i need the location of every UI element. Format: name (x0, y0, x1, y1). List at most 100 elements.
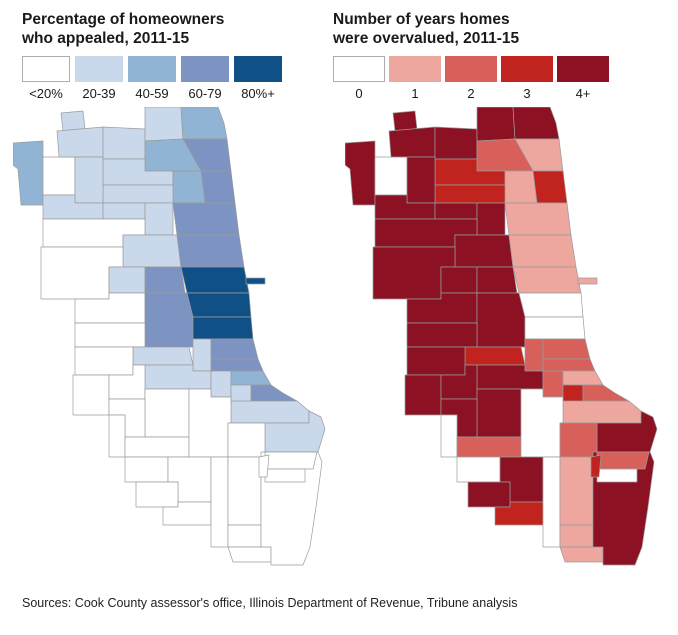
overvalued-legend-swatch-3 (501, 56, 553, 82)
region-avondale (144, 202, 174, 236)
region-portage-park (74, 156, 104, 204)
chicago-map-overvalued (345, 107, 658, 566)
overvalued-map-title: Number of years homes were overvalued, 2… (333, 10, 678, 48)
appealed-map-panel: Percentage of homeowners who appealed, 2… (0, 0, 326, 573)
region-north-center (172, 170, 206, 204)
region-near-south-side (192, 316, 254, 340)
region-near-north-side (512, 266, 582, 294)
region-west-pullman (227, 524, 262, 548)
region-albany-park (102, 184, 174, 204)
region-lincoln-park (508, 234, 577, 268)
region-north-lawndale (406, 322, 478, 348)
overvalued-title-line2: were overvalued, 2011-15 (333, 30, 520, 47)
region-ashburn (456, 456, 501, 483)
overvalued-legend-label-2: 2 (467, 86, 475, 101)
region-riverdale (227, 546, 272, 563)
appealed-legend-item-1: 20-39 (75, 56, 123, 101)
region-humboldt-park (440, 266, 478, 294)
appealed-legend-label-4: 80%+ (241, 86, 275, 101)
region-avondale (476, 202, 506, 236)
overvalued-legend-item-2: 2 (445, 56, 497, 101)
region-douglas (210, 338, 259, 360)
region-chatham (559, 422, 598, 458)
overvalued-legend-item-0: 0 (333, 56, 385, 101)
region-pilsen (132, 346, 194, 366)
region-new-city (144, 388, 190, 438)
region-woodlawn (230, 400, 310, 424)
region-roseland (227, 456, 262, 526)
region-avalon-park (596, 468, 638, 483)
overvalued-map-panel: Number of years homes were overvalued, 2… (318, 0, 678, 573)
region-lakeview (172, 202, 240, 236)
region-ashburn-band (456, 436, 522, 458)
overvalued-legend-label-4: 4+ (575, 86, 591, 101)
overvalued-legend-item-4: 4+ (557, 56, 609, 101)
region-kenwood (230, 370, 272, 386)
region-near-north-side (180, 266, 250, 294)
region-grand-boulevard (542, 370, 564, 398)
region-west-pullman (559, 524, 594, 548)
region-loop (186, 292, 252, 318)
region-irving-park (434, 202, 478, 220)
region-west-ridge (144, 107, 184, 142)
region-edison-park (392, 110, 418, 132)
region-west-town (144, 266, 186, 294)
region-new-city (476, 388, 522, 438)
appealed-legend-item-2: 40-59 (128, 56, 176, 101)
appealed-legend-label-0: <20% (29, 86, 63, 101)
region-logan-square (454, 234, 514, 268)
appealed-legend-swatch-4 (234, 56, 282, 82)
region-navy-pier (245, 277, 266, 285)
source-line: Sources: Cook County assessor's office, … (22, 596, 518, 610)
appealed-legend-label-1: 20-39 (82, 86, 116, 101)
region-ashburn-band (124, 436, 190, 458)
region-ohare-airport (374, 156, 408, 196)
region-mount-greenwood (467, 481, 511, 508)
appealed-legend-item-0: <20% (22, 56, 70, 101)
region-ohare-west (345, 140, 376, 206)
region-near-west-side (476, 292, 526, 348)
appealed-legend-swatch-3 (181, 56, 229, 82)
region-south-chicago (264, 451, 318, 470)
region-south-chicago (596, 451, 650, 470)
overvalued-legend-label-1: 1 (411, 86, 419, 101)
region-avalon-park (264, 468, 306, 483)
overvalued-legend-swatch-0 (333, 56, 385, 82)
appealed-title-line1: Percentage of homeowners (22, 11, 225, 28)
appealed-legend-swatch-1 (75, 56, 123, 82)
overvalued-legend-swatch-2 (445, 56, 497, 82)
region-norwood-park (56, 126, 104, 158)
region-washington-park (230, 384, 252, 403)
appealed-legend-swatch-0 (22, 56, 70, 82)
region-armour-square (524, 338, 544, 372)
region-jefferson-park (102, 126, 146, 160)
region-near-south-side (524, 316, 586, 340)
region-norwood-park (388, 126, 436, 158)
overvalued-legend-swatch-4 (557, 56, 609, 82)
appealed-legend-label-3: 60-79 (188, 86, 222, 101)
region-kenwood (562, 370, 604, 386)
region-loop (518, 292, 584, 318)
region-calumet-heights (590, 454, 602, 478)
region-rogers-park (512, 107, 560, 140)
region-garfield-ridge (72, 374, 110, 416)
region-humboldt-park (108, 266, 146, 294)
region-calumet-heights (258, 454, 270, 478)
region-ohare-west (13, 140, 44, 206)
overvalued-legend-label-0: 0 (355, 86, 363, 101)
region-hyde-park (582, 384, 630, 402)
region-west-town (476, 266, 518, 294)
region-clearing (440, 414, 458, 458)
region-ohare-airport (42, 156, 76, 196)
region-lakeview (504, 202, 572, 236)
region-oakland (210, 358, 264, 372)
overvalued-legend-label-3: 3 (523, 86, 531, 101)
overvalued-legend-item-1: 1 (389, 56, 441, 101)
region-logan-square (122, 234, 182, 268)
overvalued-title-line1: Number of years homes (333, 11, 510, 28)
appealed-legend: <20% 20-39 40-59 60-79 80%+ (22, 56, 318, 101)
region-douglas (542, 338, 591, 360)
region-pilsen (464, 346, 526, 366)
region-lincoln-park (176, 234, 245, 268)
